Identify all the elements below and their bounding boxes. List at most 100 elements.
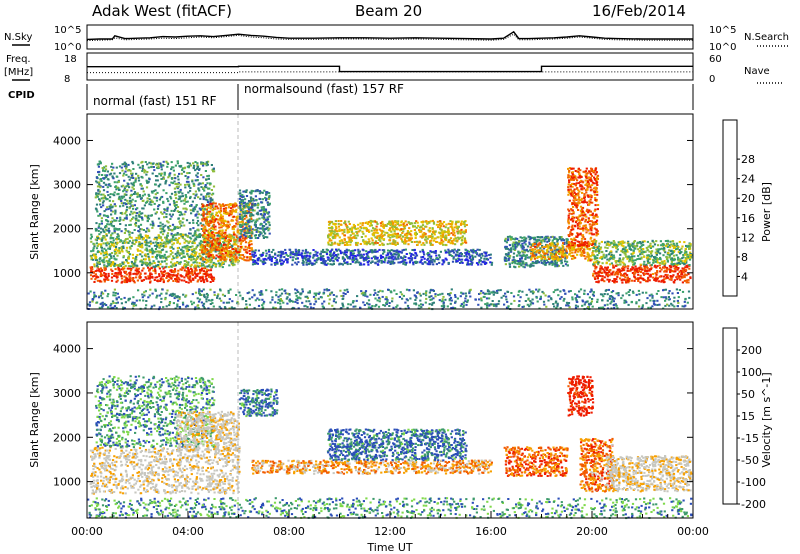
power-cell	[564, 260, 567, 263]
power-cell	[551, 239, 554, 242]
power-cell	[334, 234, 337, 237]
power-cell	[208, 235, 212, 238]
power-cell	[363, 226, 366, 229]
power-cell	[195, 213, 198, 216]
power-cell	[203, 189, 206, 192]
power-cell	[120, 200, 123, 202]
power-cell	[108, 231, 111, 234]
power-cell	[294, 248, 297, 251]
power-cell	[303, 255, 306, 258]
power-cell	[456, 236, 459, 239]
power-cell	[447, 227, 450, 230]
power-cell	[211, 242, 214, 245]
nave-series-line	[87, 71, 693, 74]
power-cell	[125, 280, 128, 283]
power-cell	[410, 253, 413, 255]
power-cell	[202, 272, 205, 275]
power-cell	[110, 261, 113, 264]
power-cell	[214, 232, 217, 234]
power-cell	[141, 255, 144, 258]
power-cell	[212, 261, 215, 264]
power-cell	[95, 193, 98, 196]
power-cell	[425, 220, 428, 223]
power-cell	[185, 270, 188, 273]
power-cell	[147, 193, 150, 196]
power-cell	[363, 263, 366, 266]
power-cell	[218, 265, 221, 268]
power-cell	[191, 209, 195, 212]
power-cell	[125, 259, 128, 262]
power-cell	[165, 236, 168, 239]
power-cell	[541, 246, 544, 249]
power-cell	[263, 225, 266, 228]
power-cell	[274, 263, 277, 265]
power-cell	[153, 208, 156, 211]
power-cell	[127, 202, 130, 205]
power-cell	[204, 217, 208, 220]
power-cell	[124, 170, 127, 173]
power-cell	[327, 243, 330, 246]
power-cell	[112, 255, 115, 258]
power-cell	[171, 213, 174, 216]
power-cell	[101, 260, 104, 263]
power-cell	[227, 240, 230, 243]
power-cell	[175, 254, 178, 257]
power-cell	[176, 225, 179, 228]
power-cell	[110, 263, 113, 266]
power-cell	[220, 254, 223, 257]
power-cell	[107, 208, 110, 211]
power-cell	[126, 189, 129, 192]
power-cell	[147, 216, 150, 219]
station-title: Adak West (fitACF)	[92, 2, 232, 20]
power-cell	[490, 263, 493, 266]
power-cell	[474, 250, 477, 253]
power-cell	[142, 168, 146, 171]
power-cell	[404, 220, 407, 223]
power-cell	[428, 230, 431, 233]
power-cell	[229, 237, 232, 240]
power-cell	[139, 249, 142, 252]
power-cell	[180, 195, 183, 198]
power-cell	[156, 175, 159, 178]
power-cell	[230, 251, 233, 254]
power-cell	[251, 206, 254, 209]
power-cell	[558, 246, 561, 249]
power-cell	[150, 247, 154, 250]
power-cell	[271, 255, 275, 258]
power-cell	[267, 196, 271, 199]
power-cell	[130, 182, 133, 185]
power-cell	[292, 251, 295, 254]
power-cell	[288, 248, 291, 251]
power-cell	[138, 241, 141, 244]
power-cell	[245, 223, 248, 226]
power-cell	[210, 229, 213, 232]
power-cell	[182, 249, 185, 252]
power-cell	[187, 180, 190, 183]
power-cell	[134, 239, 137, 242]
power-cell	[556, 240, 559, 243]
power-cell	[105, 244, 108, 247]
power-cell	[441, 263, 444, 266]
power-cell	[198, 189, 201, 192]
power-cell	[219, 207, 222, 210]
power-cell	[193, 206, 196, 209]
power-cell	[166, 206, 169, 209]
power-cell	[455, 220, 458, 223]
power-cell	[130, 210, 133, 213]
power-cell	[248, 200, 251, 203]
power-cell	[220, 257, 223, 260]
power-cell	[354, 241, 358, 244]
power-cell	[453, 229, 456, 232]
power-cell	[133, 229, 136, 231]
power-cell	[326, 249, 329, 252]
power-cell	[199, 255, 202, 258]
power-cell	[268, 232, 271, 235]
power-cell	[100, 272, 103, 275]
power-cell	[110, 222, 113, 225]
power-cell	[386, 252, 389, 255]
power-cell	[254, 254, 257, 257]
power-cell	[439, 250, 442, 253]
power-cell	[166, 165, 169, 168]
power-cell	[248, 218, 251, 221]
power-cell	[108, 247, 112, 250]
